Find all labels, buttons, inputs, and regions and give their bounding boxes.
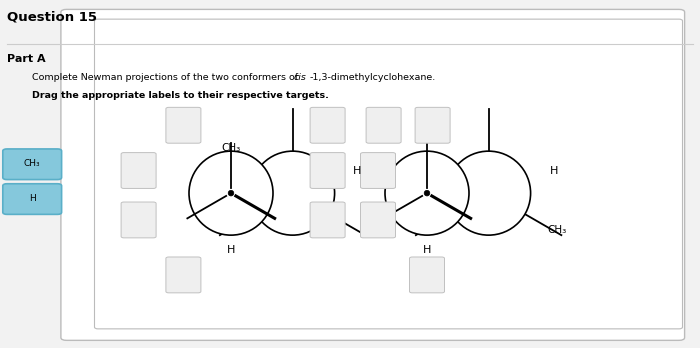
FancyBboxPatch shape: [310, 107, 345, 143]
Ellipse shape: [447, 151, 531, 235]
FancyBboxPatch shape: [166, 107, 201, 143]
Ellipse shape: [189, 151, 273, 235]
Ellipse shape: [228, 190, 234, 196]
FancyBboxPatch shape: [415, 107, 450, 143]
Text: H: H: [353, 166, 361, 176]
Text: CH₃: CH₃: [547, 225, 567, 235]
FancyBboxPatch shape: [121, 202, 156, 238]
FancyBboxPatch shape: [61, 9, 685, 340]
Text: H: H: [423, 245, 431, 255]
FancyBboxPatch shape: [166, 257, 201, 293]
FancyBboxPatch shape: [360, 202, 395, 238]
Text: H: H: [227, 245, 235, 255]
FancyBboxPatch shape: [310, 152, 345, 189]
FancyBboxPatch shape: [3, 149, 62, 180]
Text: H: H: [550, 166, 558, 176]
FancyBboxPatch shape: [410, 257, 444, 293]
FancyBboxPatch shape: [366, 107, 401, 143]
Text: Part A: Part A: [7, 54, 46, 64]
Text: CH₃: CH₃: [221, 143, 241, 153]
Text: Complete Newman projections of the two conformers of: Complete Newman projections of the two c…: [32, 73, 300, 82]
FancyBboxPatch shape: [310, 202, 345, 238]
Text: Drag the appropriate labels to their respective targets.: Drag the appropriate labels to their res…: [32, 91, 328, 100]
Text: CH₃: CH₃: [24, 159, 41, 168]
FancyBboxPatch shape: [3, 184, 62, 214]
Text: cis: cis: [294, 73, 307, 82]
Text: H: H: [29, 194, 36, 203]
FancyBboxPatch shape: [360, 152, 395, 189]
Text: Question 15: Question 15: [7, 10, 97, 23]
Ellipse shape: [385, 151, 469, 235]
FancyBboxPatch shape: [121, 152, 156, 189]
FancyBboxPatch shape: [94, 19, 682, 329]
Ellipse shape: [424, 190, 430, 196]
Text: -1,3-dimethylcyclohexane.: -1,3-dimethylcyclohexane.: [309, 73, 435, 82]
Ellipse shape: [251, 151, 335, 235]
